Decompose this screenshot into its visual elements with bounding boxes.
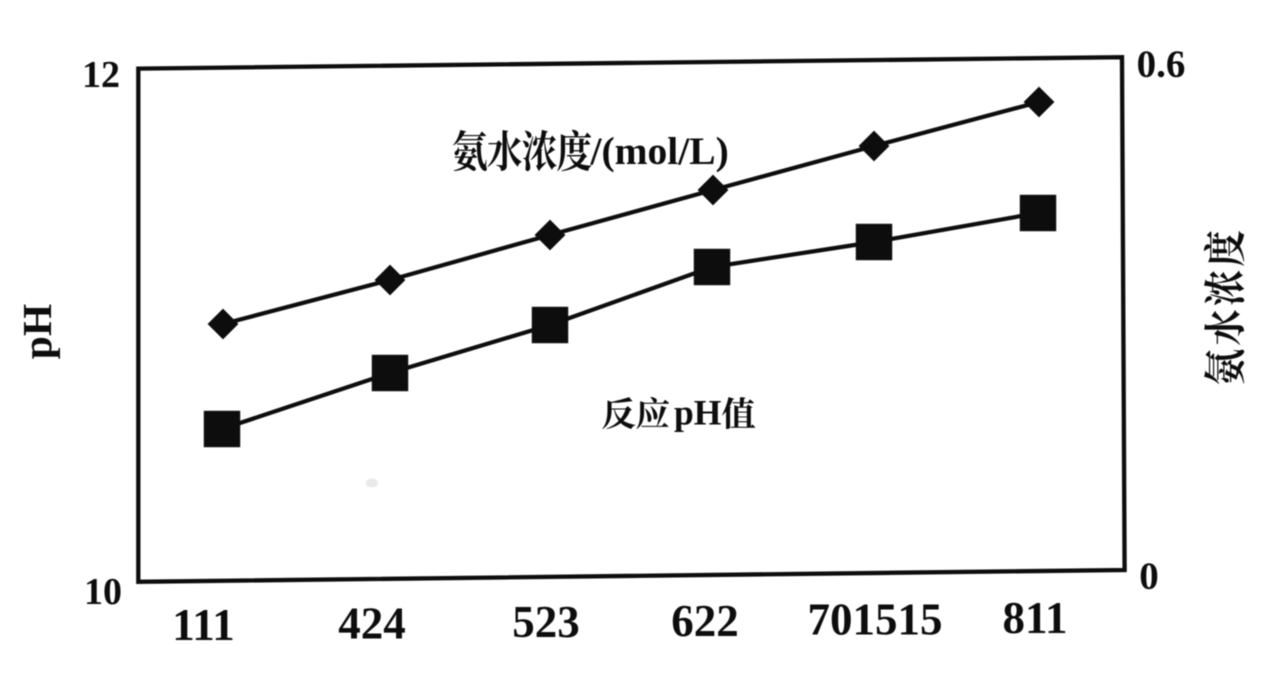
svg-text:811: 811 <box>1002 593 1067 643</box>
svg-text:0: 0 <box>1139 555 1159 598</box>
svg-text:424: 424 <box>338 599 406 649</box>
svg-text:0.6: 0.6 <box>1137 43 1186 86</box>
svg-text:/(mol/L): /(mol/L) <box>590 129 729 173</box>
svg-text:pH: pH <box>14 304 60 359</box>
svg-text:622: 622 <box>671 596 739 646</box>
svg-text:701515: 701515 <box>808 594 943 644</box>
svg-text:10: 10 <box>84 571 122 613</box>
svg-text:111: 111 <box>172 600 235 650</box>
svg-text:12: 12 <box>82 54 120 96</box>
svg-text:523: 523 <box>512 597 580 647</box>
svg-text:pH: pH <box>674 393 722 433</box>
